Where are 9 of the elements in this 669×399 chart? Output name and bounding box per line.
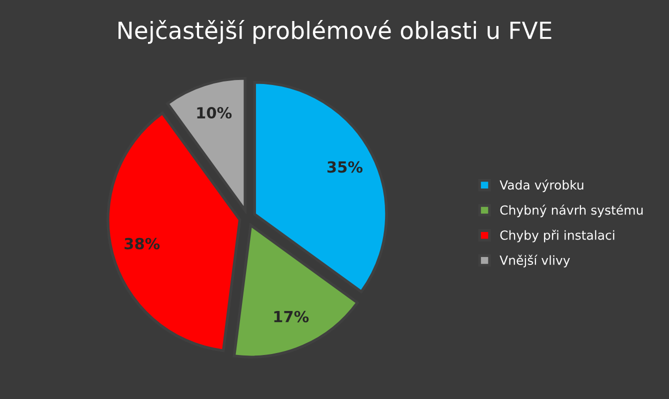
chart-title: Nejčastější problémové oblasti u FVE (118, 20, 552, 44)
data-label: 35% (327, 161, 363, 173)
legend-label: Chybný návrh systému (500, 204, 643, 218)
data-label: 10% (197, 106, 232, 119)
legend-label: Chyby při instalaci (500, 230, 614, 242)
data-label: 38% (124, 238, 160, 250)
data-label: 17% (274, 310, 309, 322)
legend-label: Vada výrobku (500, 179, 584, 192)
legend-label: Vnější vlivy (500, 254, 570, 268)
